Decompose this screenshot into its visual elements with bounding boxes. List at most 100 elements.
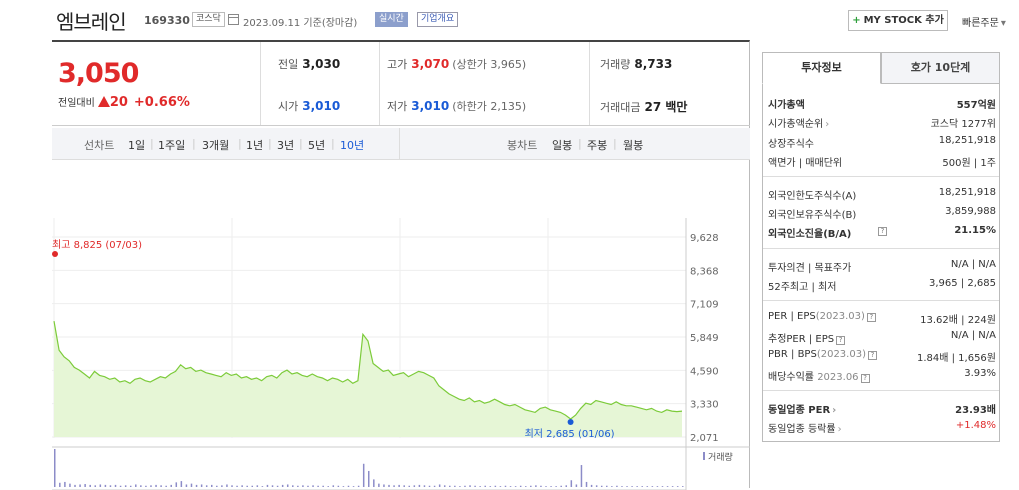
tab-invest-info[interactable]: 투자정보: [762, 52, 881, 84]
volume-bar: [307, 485, 309, 487]
volume-bar: [590, 484, 593, 487]
help-icon[interactable]: ?: [867, 351, 877, 360]
quote-panel: 3,050 전일대비 20 +0.66% 전일 3,030 고가 3,070 (상한가 3…: [52, 40, 750, 490]
volume-bar: [286, 484, 289, 487]
help-icon[interactable]: ?: [878, 227, 887, 236]
volume-bar: [276, 485, 279, 487]
volume-bar: [281, 484, 284, 487]
info-tabs: 투자정보 호가 10단계: [762, 52, 1000, 84]
volume-bar: [464, 485, 466, 487]
company-overview-button[interactable]: 기업개요: [417, 12, 459, 27]
volume-bar: [292, 485, 294, 487]
period-1y[interactable]: 1년: [246, 139, 264, 152]
prev-close: 전일 3,030: [278, 57, 341, 71]
info-row: 배당수익률 2023.06? 3.93%: [768, 368, 996, 383]
info-row: 액면가 | 매매단위 500원 | 1주: [768, 158, 996, 169]
volume-bar: [135, 484, 137, 487]
volume-bar: [570, 480, 573, 487]
volume-bar: [519, 485, 522, 487]
period-3m[interactable]: 3개월: [202, 139, 230, 152]
divider: [763, 176, 999, 177]
volume-bar: [676, 486, 679, 487]
volume-bar: [494, 485, 497, 487]
volume-bar: [388, 484, 390, 487]
volume: 거래량 8,733: [600, 57, 673, 71]
help-icon[interactable]: ?: [866, 313, 876, 322]
info-row: 52주최고 | 최저 3,965 | 2,685: [768, 278, 996, 293]
volume-legend-swatch: [703, 452, 705, 460]
period-1d[interactable]: 1일: [128, 139, 146, 152]
period-10y[interactable]: 10년: [340, 139, 365, 152]
divider: [379, 42, 380, 125]
volume-bar: [398, 484, 400, 487]
info-row: 상장주식수 18,251,918: [768, 135, 996, 150]
volume-bar: [256, 485, 259, 487]
y-tick-label: 2,071: [690, 433, 719, 444]
volume-bar: [185, 484, 188, 487]
info-row: 동일업종 PER23.93배: [768, 401, 996, 417]
quick-order-button[interactable]: 빠른주문: [962, 14, 1006, 29]
volume-bar: [89, 484, 91, 487]
volume-bar: [641, 486, 643, 487]
price-chart-svg: 9,628 8,368 7,109 5,849 4,590 3,330 2,071 최고 8,…: [52, 218, 750, 490]
industry-per-link[interactable]: 동일업종 PER: [768, 401, 836, 416]
volume-bar: [682, 486, 684, 487]
divider: [763, 390, 999, 391]
period-3y[interactable]: 3년: [277, 139, 295, 152]
volume-bar: [378, 483, 380, 487]
help-icon[interactable]: ?: [836, 336, 846, 345]
industry-change-link[interactable]: 동일업종 등락률: [768, 420, 842, 435]
stock-code: 169330: [144, 14, 190, 27]
candle-daily[interactable]: 일봉: [552, 139, 573, 152]
volume-bar: [99, 484, 102, 487]
volume-bar: [368, 470, 370, 487]
period-1w[interactable]: 1주일: [158, 139, 186, 152]
volume-bar: [671, 486, 674, 487]
tab-orderbook[interactable]: 호가 10단계: [881, 52, 1000, 84]
volume-bar: [454, 485, 456, 487]
volume-bar: [428, 485, 431, 487]
volume-bar: [79, 484, 81, 487]
y-tick-label: 7,109: [690, 300, 719, 311]
volume-bar: [175, 482, 178, 487]
volume-bar: [74, 484, 76, 487]
volume-bar: [595, 485, 598, 487]
volume-bar: [200, 484, 203, 487]
volume-bar: [535, 485, 537, 487]
open-price: 시가 3,010: [278, 99, 341, 113]
volume-bar: [621, 486, 623, 487]
volume-bar: [170, 484, 172, 487]
volume-bar: [499, 486, 502, 487]
price-line: [53, 320, 683, 420]
volume-bar: [489, 486, 492, 487]
volume-bar: [165, 485, 167, 487]
price-change: 전일대비 20 +0.66%: [58, 94, 190, 110]
realtime-badge[interactable]: 실시간: [375, 12, 408, 27]
period-5y[interactable]: 5년: [308, 139, 326, 152]
y-tick-label: 8,368: [690, 266, 719, 277]
volume-bar: [347, 485, 350, 487]
max-label: 최고 8,825 (07/03): [52, 239, 142, 251]
volume-bar: [145, 485, 147, 487]
up-arrow-icon: [97, 96, 110, 107]
mcap-rank-link[interactable]: 시가총액순위: [768, 115, 829, 130]
y-tick-label: 5,849: [690, 333, 719, 344]
help-icon[interactable]: ?: [860, 374, 870, 383]
volume-bar: [205, 485, 208, 487]
volume-bar: [514, 486, 517, 487]
calendar-icon: [228, 14, 239, 25]
change-percent: +0.66%: [133, 95, 190, 110]
volume-bar: [393, 485, 395, 487]
divider: [260, 42, 261, 125]
volume-bar: [600, 485, 603, 487]
volume-bar: [484, 485, 486, 487]
candle-weekly[interactable]: 주봉: [587, 139, 608, 152]
add-mystock-label: MY STOCK 추가: [863, 15, 944, 26]
candle-monthly[interactable]: 월봉: [623, 139, 644, 152]
volume-bar: [479, 486, 481, 487]
low-price: 저가 3,010 (하한가 2,135): [387, 99, 527, 113]
add-mystock-button[interactable]: + MY STOCK 추가: [848, 10, 948, 31]
quote-summary: 3,050 전일대비 20 +0.66% 전일 3,030 고가 3,070 (상한가 3…: [52, 42, 750, 126]
volume-bar: [560, 485, 562, 487]
volume-bar: [438, 484, 441, 487]
